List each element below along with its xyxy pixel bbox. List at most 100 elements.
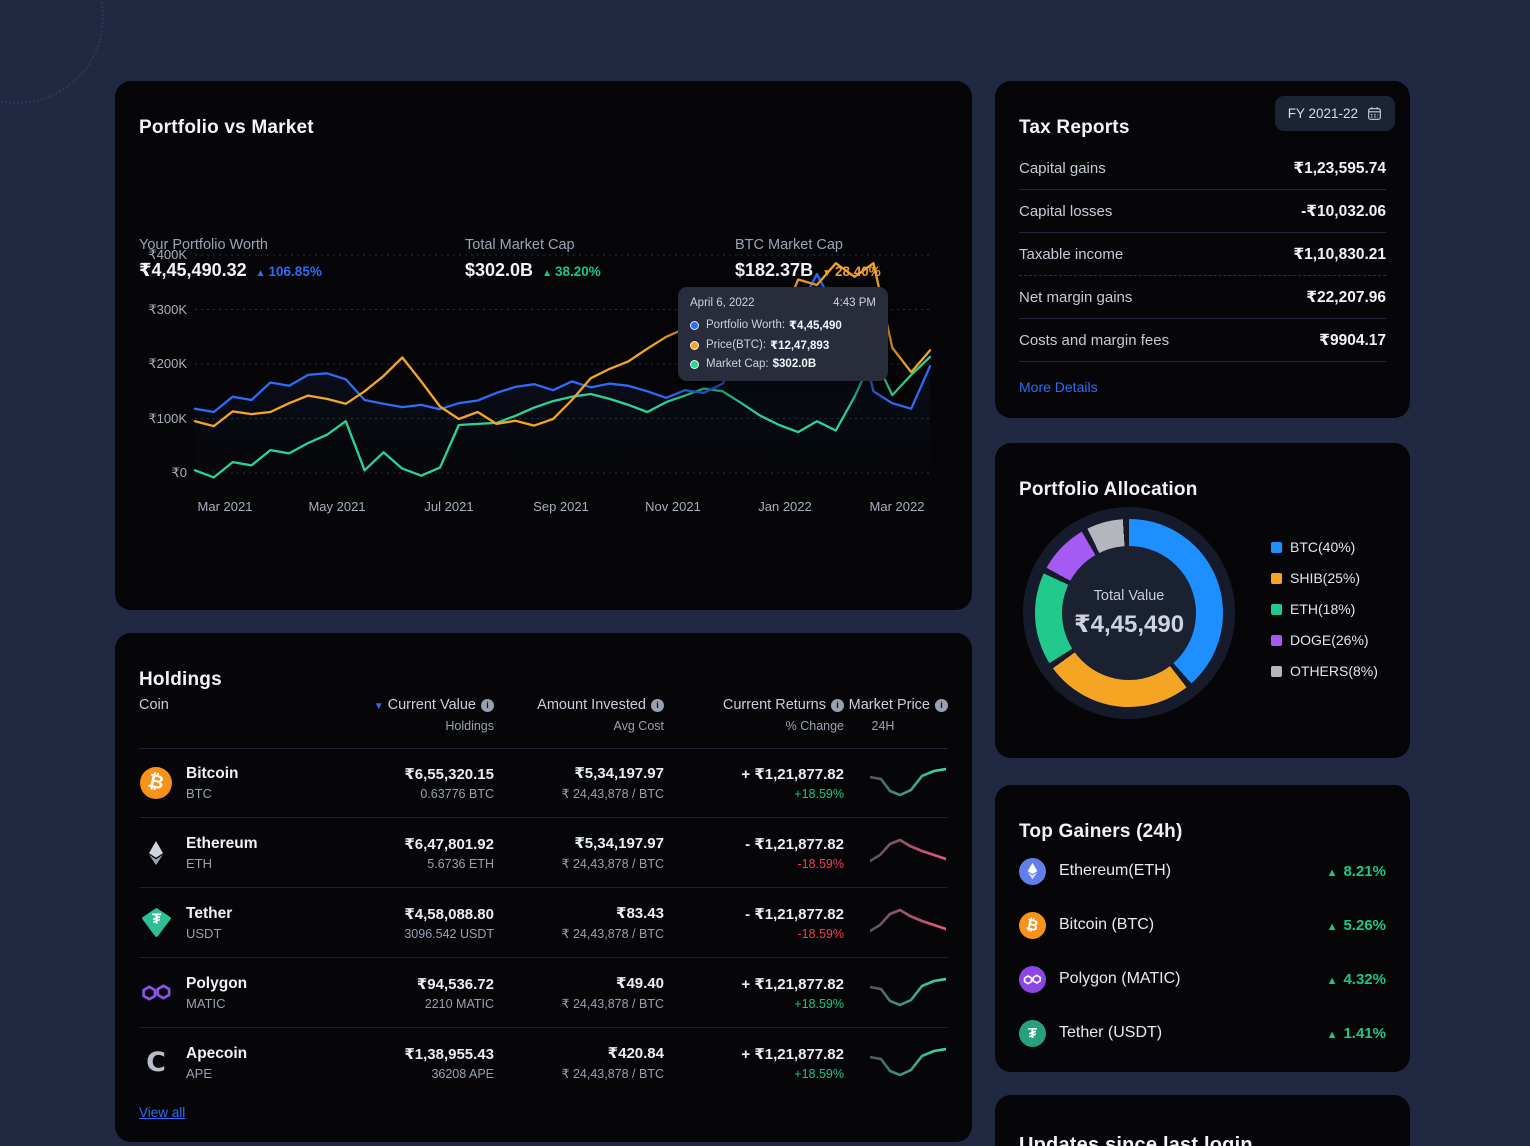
legend-swatch [1271, 541, 1282, 553]
up-triangle-icon: ▲ [1326, 866, 1338, 879]
table-row[interactable]: ₮ Tether USDT ₹4,58,088.80 3096.542 USDT … [139, 887, 948, 957]
price-sparkline [844, 764, 948, 802]
holdings-table-body: ₿ Bitcoin BTC ₹6,55,320.15 0.63776 BTC ₹5… [139, 748, 948, 1097]
coin-symbol: USDT [186, 925, 222, 941]
x-tick: Mar 2021 [197, 499, 253, 514]
info-icon: i [831, 698, 844, 712]
holdings-table-header: Coin ▼ Current Value i Holdings Amount Inve… [139, 697, 948, 749]
column-amount-invested[interactable]: Amount Invested i Avg Cost [537, 697, 664, 733]
y-tick: ₹400K [148, 247, 187, 262]
gainer-change: ▲ 4.32% [1326, 970, 1386, 988]
tether-icon: ₮ [1019, 1019, 1046, 1047]
portfolio-vs-market-panel: Portfolio vs Market Your Portfolio Worth… [115, 81, 972, 610]
y-tick: ₹0 [171, 465, 187, 480]
gainer-row: ₮ Tether (USDT) ▲ 1.41% [1019, 1006, 1386, 1060]
apecoin-icon: C [146, 1047, 166, 1078]
series-dot-orange [690, 340, 699, 350]
panel-title-updates: Updates since last login [1019, 1133, 1253, 1146]
y-tick: ₹300K [148, 301, 187, 317]
sort-desc-icon: ▼ [373, 701, 384, 712]
stat-portfolio-worth: Your Portfolio Worth ₹4,45,490.32 ▲ 106.85… [139, 237, 322, 280]
fiscal-year-selector[interactable]: FY 2021-22 [1274, 96, 1395, 131]
x-tick: Nov 2021 [645, 499, 701, 514]
current-returns-cell: + ₹1,21,877.82 +18.59% [741, 1045, 844, 1081]
amount-invested-cell: ₹83.43 ₹ 24,43,878 / BTC [561, 905, 664, 941]
current-value-cell: ₹1,38,955.43 36208 APE [404, 1045, 494, 1081]
allocation-donut-chart: Total Value ₹4,45,490 [1023, 507, 1235, 719]
x-tick: Jul 2021 [424, 499, 474, 514]
legend-swatch [1271, 572, 1282, 584]
x-tick: Sep 2021 [533, 499, 589, 514]
table-row[interactable]: Polygon MATIC ₹94,536.72 2210 MATIC ₹49.4… [139, 957, 948, 1027]
svg-text:₮: ₮ [151, 912, 160, 928]
amount-invested-cell: ₹5,34,197.97 ₹ 24,43,878 / BTC [561, 765, 664, 801]
up-triangle-icon: ▲ [1326, 920, 1338, 933]
tooltip-row-market-cap: Market Cap: $302.0B [690, 358, 876, 370]
current-value-cell: ₹6,47,801.92 5.6736 ETH [404, 835, 494, 871]
tax-row: Capital gains ₹1,23,595.74 [1019, 147, 1386, 190]
gainer-change: ▲ 1.41% [1326, 1024, 1386, 1042]
donut-center-label: Total Value [1093, 587, 1165, 604]
amount-invested-cell: ₹49.40 ₹ 24,43,878 / BTC [561, 975, 664, 1011]
view-all-link[interactable]: View all [139, 1105, 186, 1120]
panel-title-portfolio-vs-market: Portfolio vs Market [139, 116, 314, 138]
amount-invested-cell: ₹420.84 ₹ 24,43,878 / BTC [561, 1045, 664, 1081]
current-returns-cell: - ₹1,21,877.82 -18.59% [745, 835, 844, 871]
tooltip-row-btc-price: Price(BTC): ₹12,47,893 [690, 338, 876, 352]
chart-tooltip: April 6, 2022 4:43 PM Portfolio Worth: ₹4… [678, 287, 888, 381]
donut-center-value: ₹4,45,490 [1073, 610, 1185, 638]
column-current-returns[interactable]: Current Returns i% Change [722, 697, 844, 733]
current-returns-cell: + ₹1,21,877.82 +18.59% [741, 765, 844, 801]
panel-title-tax-reports: Tax Reports [1019, 116, 1130, 138]
current-value-cell: ₹6,55,320.15 0.63776 BTC [404, 765, 494, 801]
ethereum-icon [1019, 857, 1046, 885]
coin-name: Ethereum [186, 834, 258, 852]
info-icon: i [481, 698, 494, 712]
price-sparkline [844, 904, 948, 942]
more-details-link[interactable]: More Details [1019, 379, 1098, 395]
tether-icon: ₮ [139, 907, 173, 938]
legend-swatch [1271, 634, 1282, 646]
portfolio-allocation-panel: Portfolio Allocation Total Value ₹4,45,4… [995, 443, 1410, 758]
gainer-change: ▲ 5.26% [1326, 916, 1386, 934]
table-row[interactable]: C Apecoin APE ₹1,38,955.43 36208 APE ₹420… [139, 1027, 948, 1097]
bitcoin-icon: ₿ [139, 766, 173, 799]
legend-item: DOGE(26%) [1271, 632, 1378, 648]
legend-item: BTC(40%) [1271, 539, 1378, 555]
legend-item: ETH(18%) [1271, 601, 1378, 617]
panel-title-holdings: Holdings [139, 668, 222, 690]
tax-row: Costs and margin fees ₹9904.17 [1019, 319, 1386, 362]
gainer-row: Ethereum(ETH) ▲ 8.21% [1019, 844, 1386, 898]
gainer-row: Polygon (MATIC) ▲ 4.32% [1019, 952, 1386, 1006]
column-coin: Coin [139, 697, 169, 713]
polygon-icon [1019, 965, 1046, 993]
info-icon: i [935, 698, 948, 712]
series-dot-green [690, 359, 699, 369]
gainers-list: Ethereum(ETH) ▲ 8.21% ₿ Bitcoin (BTC) ▲ 5.2… [1019, 844, 1386, 1060]
y-tick: ₹200K [148, 356, 187, 371]
tax-row: Taxable income ₹1,10,830.21 [1019, 233, 1386, 276]
coin-name: Apecoin [186, 1044, 248, 1062]
coin-symbol: BTC [186, 785, 212, 801]
price-sparkline [844, 1044, 948, 1082]
tooltip-row-portfolio: Portfolio Worth: ₹4,45,490 [690, 318, 876, 332]
table-row[interactable]: Ethereum ETH ₹6,47,801.92 5.6736 ETH ₹5,3… [139, 817, 948, 887]
coin-name: Bitcoin [186, 764, 239, 782]
current-returns-cell: - ₹1,21,877.82 -18.59% [745, 905, 844, 941]
coin-name: Polygon [186, 974, 248, 992]
price-sparkline [844, 834, 948, 872]
updates-panel: Updates since last login [995, 1095, 1410, 1146]
tax-reports-panel: Tax Reports FY 2021-22 Capital gains ₹1,2… [995, 81, 1410, 418]
table-row[interactable]: ₿ Bitcoin BTC ₹6,55,320.15 0.63776 BTC ₹5… [139, 748, 948, 817]
background-flourish [0, 0, 104, 104]
panel-title-portfolio-allocation: Portfolio Allocation [1019, 478, 1198, 500]
column-current-value[interactable]: ▼ Current Value i Holdings [373, 697, 494, 733]
up-triangle-icon: ▲ [1326, 974, 1338, 987]
top-gainers-panel: Top Gainers (24h) Ethereum(ETH) ▲ 8.21% ₿ … [995, 785, 1410, 1072]
gainer-name: Tether (USDT) [1059, 1024, 1163, 1041]
current-value-cell: ₹4,58,088.80 3096.542 USDT [404, 905, 494, 941]
x-tick: May 2021 [308, 499, 366, 514]
column-market-price[interactable]: Market Price i 24H [844, 697, 948, 748]
tax-row: Net margin gains ₹22,207.96 [1019, 276, 1386, 319]
coin-symbol: APE [186, 1065, 213, 1081]
